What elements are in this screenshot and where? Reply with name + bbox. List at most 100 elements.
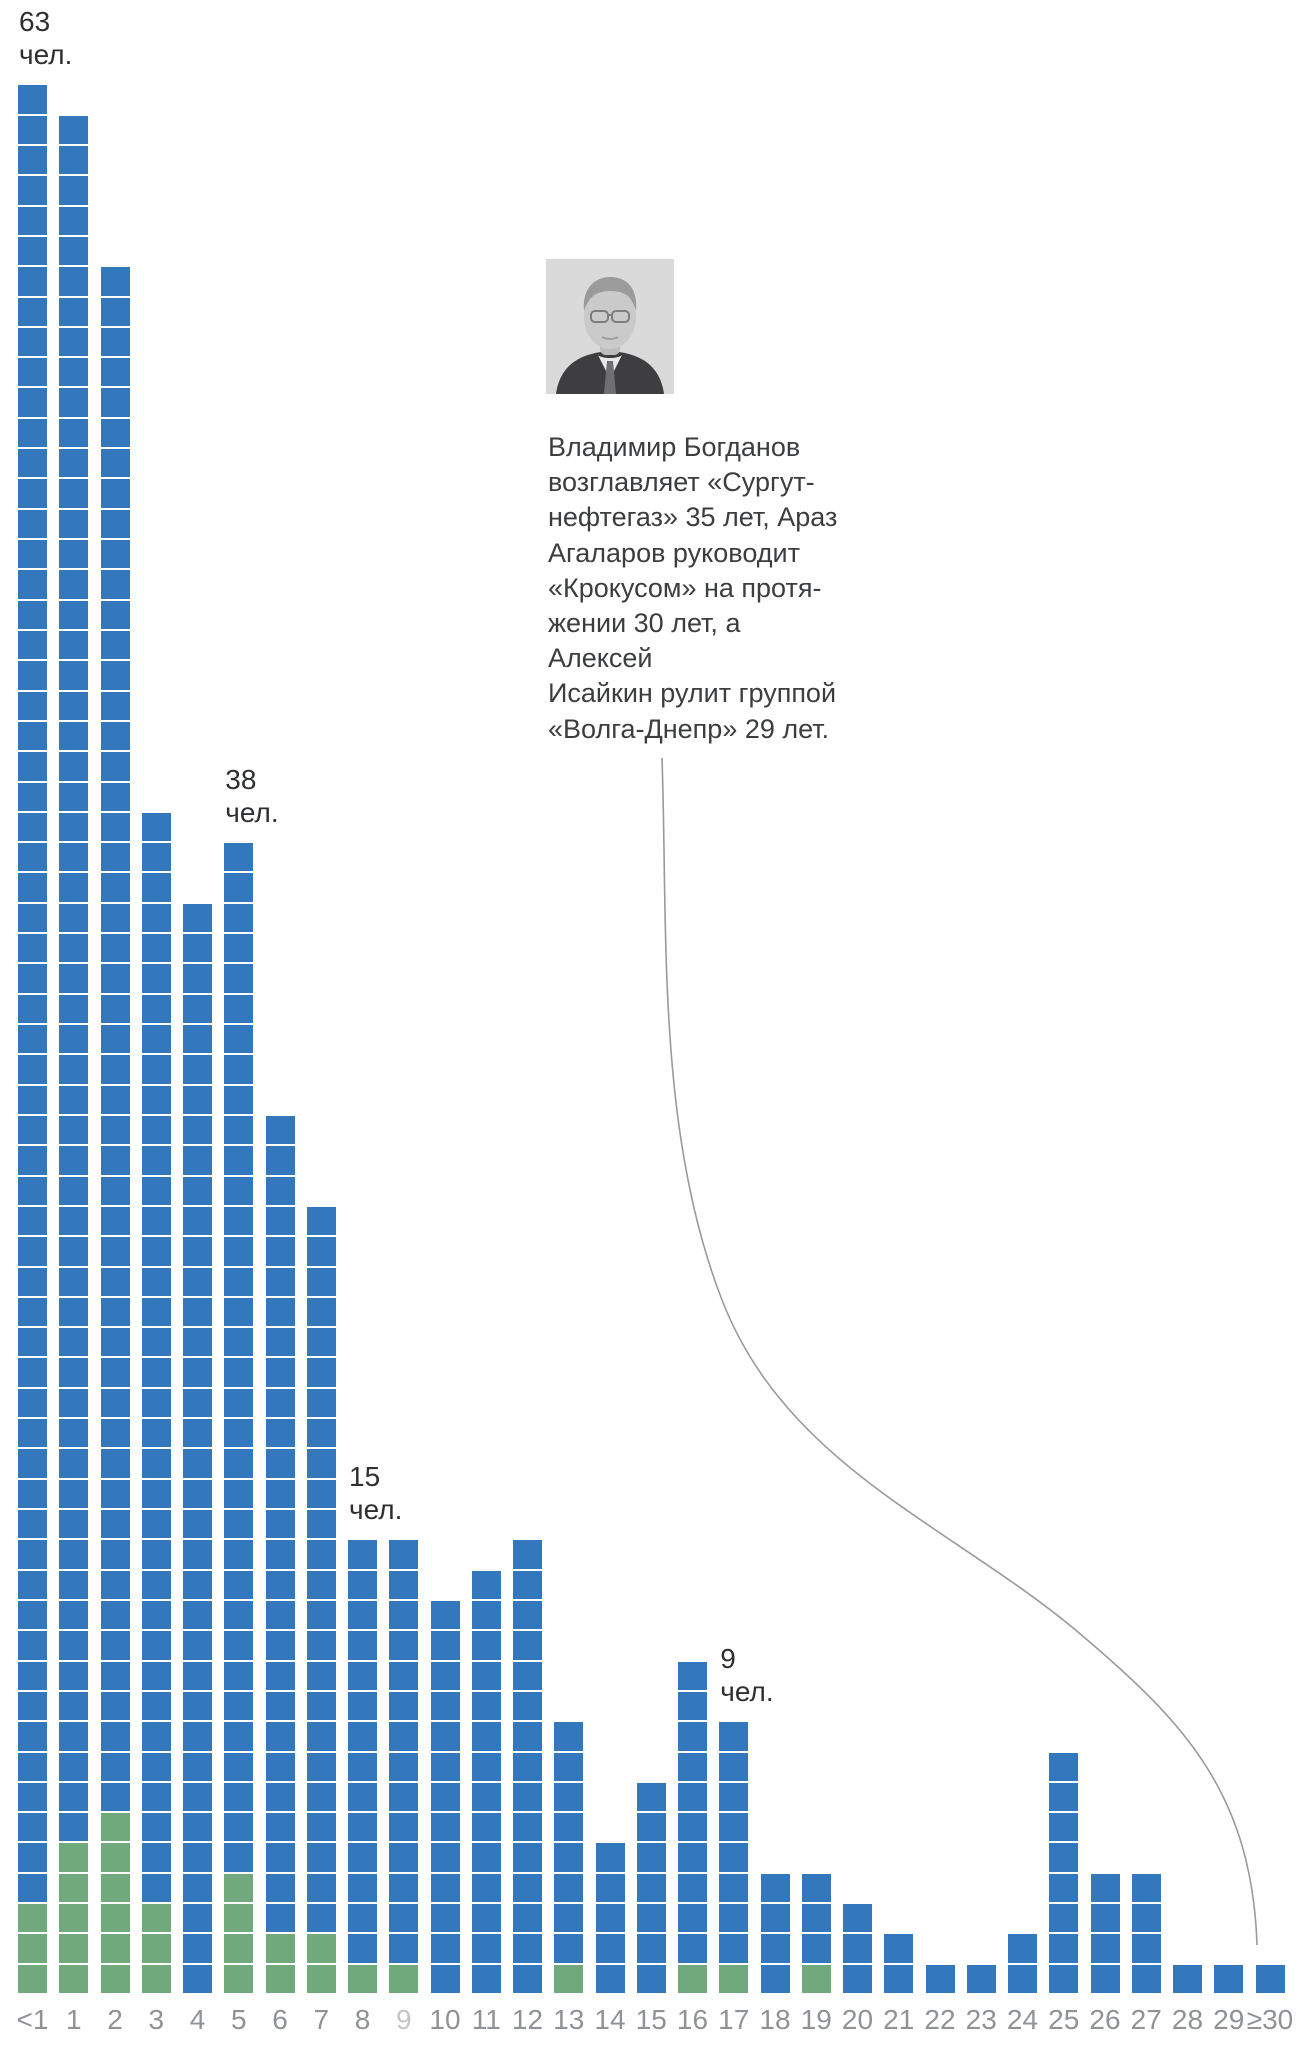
blue-unit-cell xyxy=(306,1419,336,1448)
blue-unit-cell xyxy=(1049,1873,1079,1903)
blue-unit-cell xyxy=(18,1813,47,1842)
blue-unit-cell xyxy=(1049,1843,1079,1872)
blue-unit-cell xyxy=(18,115,47,144)
blue-unit-cell xyxy=(59,1025,89,1054)
blue-unit-cell xyxy=(59,873,89,902)
blue-unit-cell xyxy=(59,1813,89,1842)
blue-unit-cell xyxy=(18,297,47,326)
blue-unit-cell xyxy=(678,1782,707,1812)
blue-unit-cell xyxy=(1008,1964,1037,1993)
blue-unit-cell xyxy=(18,1843,47,1872)
blue-unit-cell xyxy=(18,1479,47,1508)
waffle-column-22 xyxy=(925,1964,955,1993)
green-unit-cell xyxy=(801,1964,831,1993)
blue-unit-cell xyxy=(884,1964,914,1993)
blue-unit-cell xyxy=(100,1358,130,1387)
blue-unit-cell xyxy=(636,1843,666,1872)
blue-unit-cell xyxy=(59,327,89,357)
green-unit-cell xyxy=(18,1934,47,1963)
blue-unit-cell xyxy=(59,1782,89,1812)
blue-unit-cell xyxy=(265,1206,295,1236)
blue-unit-cell xyxy=(224,1570,254,1599)
blue-unit-cell xyxy=(183,1782,212,1812)
blue-unit-cell xyxy=(18,1328,47,1357)
blue-unit-cell xyxy=(306,1328,336,1357)
blue-unit-cell xyxy=(18,600,47,629)
waffle-column-8 xyxy=(348,1540,377,1993)
blue-unit-cell xyxy=(59,1752,89,1781)
waffle-column-11 xyxy=(471,1570,501,1993)
blue-unit-cell xyxy=(801,1873,831,1903)
annotation-number: 15 xyxy=(349,1461,381,1493)
blue-unit-cell xyxy=(183,1691,212,1721)
blue-unit-cell xyxy=(471,1964,501,1993)
blue-unit-cell xyxy=(100,691,130,720)
blue-unit-cell xyxy=(100,1570,130,1599)
blue-unit-cell xyxy=(100,1479,130,1508)
blue-unit-cell xyxy=(141,1358,171,1387)
blue-unit-cell xyxy=(760,1904,790,1933)
blue-unit-cell xyxy=(59,934,89,963)
blue-unit-cell xyxy=(224,903,254,933)
blue-unit-cell xyxy=(513,1631,542,1660)
blue-unit-cell xyxy=(678,1934,707,1963)
blue-unit-cell xyxy=(595,1873,625,1903)
blue-unit-cell xyxy=(100,297,130,326)
blue-unit-cell xyxy=(348,1631,377,1660)
blue-unit-cell xyxy=(265,1752,295,1781)
blue-unit-cell xyxy=(59,1419,89,1448)
blue-unit-cell xyxy=(18,570,47,599)
bio-text-line: возглавляет «Сургут- xyxy=(548,467,815,498)
blue-unit-cell xyxy=(306,1449,336,1478)
blue-unit-cell xyxy=(100,903,130,933)
blue-unit-cell xyxy=(183,1176,212,1205)
blue-unit-cell xyxy=(59,1358,89,1387)
blue-unit-cell xyxy=(100,994,130,1023)
blue-unit-cell xyxy=(265,1358,295,1387)
x-axis-label-5: 5 xyxy=(230,2004,247,2035)
blue-unit-cell xyxy=(183,1904,212,1933)
waffle-column-21 xyxy=(884,1934,914,1993)
blue-unit-cell xyxy=(224,1449,254,1478)
blue-unit-cell xyxy=(595,1934,625,1963)
blue-unit-cell xyxy=(430,1904,460,1933)
blue-unit-cell xyxy=(224,1510,254,1539)
x-axis-label-11: 11 xyxy=(471,2004,501,2035)
x-axis-label-9: 9 xyxy=(395,2004,412,2035)
blue-unit-cell xyxy=(430,1752,460,1781)
blue-unit-cell xyxy=(100,1206,130,1236)
green-unit-cell xyxy=(100,1904,130,1933)
blue-unit-cell xyxy=(389,1843,419,1872)
blue-unit-cell xyxy=(265,1328,295,1357)
blue-unit-cell xyxy=(389,1691,419,1721)
blue-unit-cell xyxy=(100,782,130,811)
blue-unit-cell xyxy=(719,1752,749,1781)
blue-unit-cell xyxy=(59,1267,89,1296)
count-annotation-9: 9 чел. xyxy=(720,1642,773,1708)
waffle-column-19 xyxy=(801,1873,831,1993)
bio-text-line: нефтегаз» 35 лет, Араз xyxy=(548,502,838,533)
blue-unit-cell xyxy=(719,1904,749,1933)
blue-unit-cell xyxy=(18,1025,47,1054)
blue-unit-cell xyxy=(59,358,89,387)
blue-unit-cell xyxy=(1090,1904,1120,1933)
waffle-column-2 xyxy=(100,267,130,1993)
blue-unit-cell xyxy=(348,1570,377,1599)
blue-unit-cell xyxy=(183,1358,212,1387)
x-axis-label-18: 18 xyxy=(759,2004,791,2035)
blue-unit-cell xyxy=(141,1600,171,1630)
blue-unit-cell xyxy=(18,994,47,1023)
blue-unit-cell xyxy=(306,1206,336,1236)
x-axis-label-10: 10 xyxy=(429,2004,461,2035)
blue-unit-cell xyxy=(18,479,47,508)
blue-unit-cell xyxy=(513,1661,542,1690)
bio-text-line: Агаларов руководит xyxy=(548,537,800,568)
blue-unit-cell xyxy=(224,1782,254,1812)
blue-unit-cell xyxy=(183,1388,212,1418)
blue-unit-cell xyxy=(513,1600,542,1630)
blue-unit-cell xyxy=(18,85,47,114)
blue-unit-cell xyxy=(265,1115,295,1145)
annotation-unit: чел. xyxy=(720,1676,774,1708)
green-unit-cell xyxy=(141,1904,171,1933)
blue-unit-cell xyxy=(636,1873,666,1903)
